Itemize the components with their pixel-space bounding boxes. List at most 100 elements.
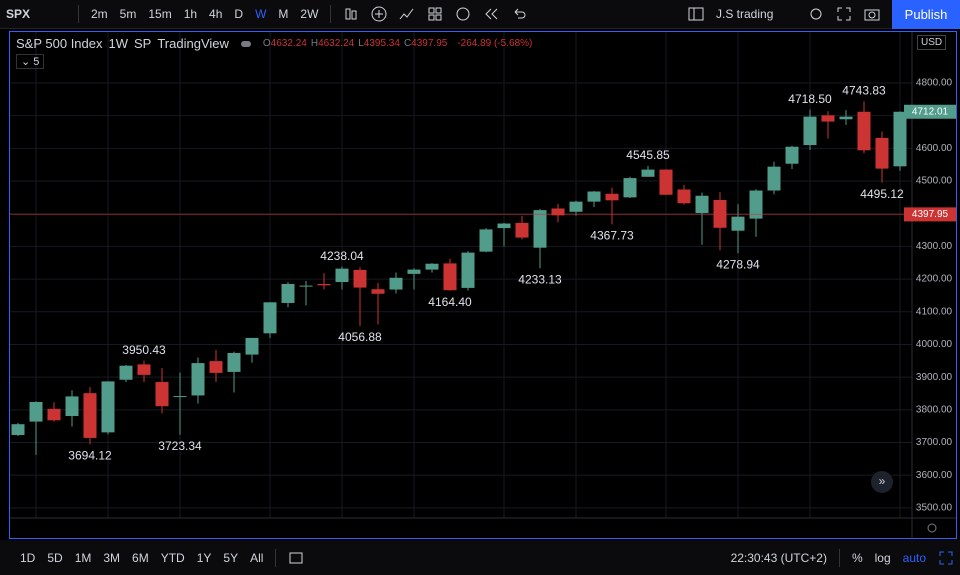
candle-body — [515, 222, 529, 238]
log-toggle[interactable]: log — [874, 550, 891, 565]
range-button[interactable]: 3M — [103, 550, 121, 565]
high-low-label: 4278.94 — [716, 257, 760, 271]
percent-toggle[interactable]: % — [851, 550, 863, 565]
interval-button[interactable]: 1h — [183, 7, 198, 21]
high-low-label: 4367.73 — [590, 228, 634, 242]
clock: 22:30:43 (UTC+2) — [730, 550, 827, 565]
auto-toggle[interactable]: auto — [902, 550, 926, 565]
candle-body — [137, 364, 151, 375]
candle-body — [389, 277, 403, 290]
price-tag — [904, 207, 956, 222]
candle-body — [461, 252, 475, 288]
range-button[interactable]: 1D — [20, 550, 36, 565]
symbol[interactable]: SPX — [6, 7, 31, 21]
range-button[interactable]: All — [250, 550, 264, 565]
indicators-icon[interactable] — [399, 6, 415, 22]
range-button[interactable]: 5D — [47, 550, 63, 565]
candle-body — [857, 111, 871, 151]
separator — [838, 548, 840, 567]
candle-body — [677, 189, 691, 204]
ohlc-value: 4632.24 — [318, 38, 355, 49]
layout-name[interactable]: J.S trading — [716, 7, 774, 21]
scroll-icon: » — [879, 474, 886, 488]
high-low-label: 4056.88 — [338, 330, 382, 344]
y-tick-label: 3800.00 — [916, 404, 953, 415]
settings-icon[interactable] — [808, 6, 824, 22]
candle-body — [101, 381, 115, 433]
candle-body — [641, 169, 655, 177]
templates-icon[interactable] — [427, 6, 443, 22]
interval-button[interactable]: M — [278, 7, 289, 21]
candle-body — [11, 424, 25, 435]
range-button[interactable]: 6M — [132, 550, 149, 565]
ohlc-value: 4632.24 — [270, 38, 307, 49]
candle-body — [749, 190, 763, 219]
candle-body — [191, 363, 205, 396]
candle-body — [281, 283, 295, 303]
y-tick-label: 4500.00 — [916, 176, 953, 187]
date-range-icon[interactable] — [288, 550, 304, 566]
fit-icon[interactable] — [938, 550, 954, 566]
candle-body — [695, 195, 709, 214]
interval-button[interactable]: 4h — [209, 7, 223, 21]
settings-icon[interactable] — [927, 523, 937, 533]
y-tick-label: 4800.00 — [916, 78, 953, 89]
eye-icon[interactable] — [240, 40, 251, 47]
range-button[interactable]: 1M — [74, 550, 92, 565]
candle-body — [299, 285, 313, 287]
candle-body — [317, 283, 331, 286]
bottom-toolbar: 1D 5D 1M 3M 6M YTD 1Y 5Y All 22:30:43 (UTC+2) % … — [0, 540, 960, 575]
range-button[interactable]: 1Y — [196, 550, 212, 565]
scroll-button[interactable] — [871, 471, 893, 493]
candle-body — [353, 269, 367, 288]
compare-icon[interactable] — [371, 6, 387, 22]
replay-icon[interactable] — [483, 6, 499, 22]
source: TradingView — [157, 36, 229, 51]
candle-body — [407, 269, 421, 274]
high-low-label: 4545.85 — [626, 148, 670, 162]
exchange: SP — [134, 36, 152, 51]
candle-body — [605, 193, 619, 201]
separator — [78, 5, 79, 23]
ohlc-key: L — [358, 38, 364, 49]
range-button[interactable]: YTD — [160, 550, 185, 565]
top-toolbar: SPX 2m 5m 15m 1h 4h D W M 2W J.S trading Publish — [0, 0, 960, 29]
layout-icon[interactable] — [688, 6, 704, 22]
candle-body — [479, 229, 493, 252]
high-low-label: 4718.50 — [788, 92, 832, 106]
high-low-label: 4233.13 — [518, 272, 562, 286]
candle-body — [821, 115, 835, 122]
y-tick-label: 4000.00 — [916, 339, 953, 350]
indicator-toggle[interactable]: ⌄ 5 — [16, 54, 45, 69]
separator — [330, 5, 332, 23]
interval-button[interactable]: W — [255, 7, 267, 21]
interval-button[interactable]: 2m — [91, 7, 108, 21]
y-tick-label: 3500.00 — [916, 503, 953, 514]
undo-icon[interactable] — [511, 6, 527, 22]
price-tag-label: 4712.01 — [912, 106, 949, 117]
interval-button[interactable]: 15m — [148, 7, 172, 21]
intervals: 2m 5m 15m 1h 4h D W M 2W — [85, 7, 324, 21]
snapshot-icon[interactable] — [864, 6, 880, 22]
grid — [10, 32, 912, 518]
candle-body — [83, 393, 97, 438]
interval-button[interactable]: 2W — [300, 7, 319, 21]
currency[interactable]: USD — [917, 35, 947, 50]
interval-button[interactable]: D — [234, 7, 244, 21]
interval-button[interactable]: 5m — [119, 7, 137, 21]
range-button[interactable]: 5Y — [223, 550, 239, 565]
candle-body — [803, 116, 817, 146]
high-low-label: 4164.40 — [428, 295, 472, 309]
alert-icon[interactable] — [455, 6, 471, 22]
fullscreen-icon[interactable] — [836, 6, 852, 22]
indicator-count: 5 — [33, 56, 40, 68]
high-low-label: 4743.83 — [842, 84, 886, 98]
publish-button[interactable]: Publish — [892, 0, 960, 29]
candle-body — [767, 166, 781, 191]
candles-icon[interactable] — [343, 6, 359, 22]
y-tick-label: 3900.00 — [916, 372, 953, 383]
plot: 3694.12 3950.43 3723.34 4238.04 4056.88 4164.… — [10, 84, 912, 463]
ohlc-value: 4397.95 — [411, 38, 448, 49]
